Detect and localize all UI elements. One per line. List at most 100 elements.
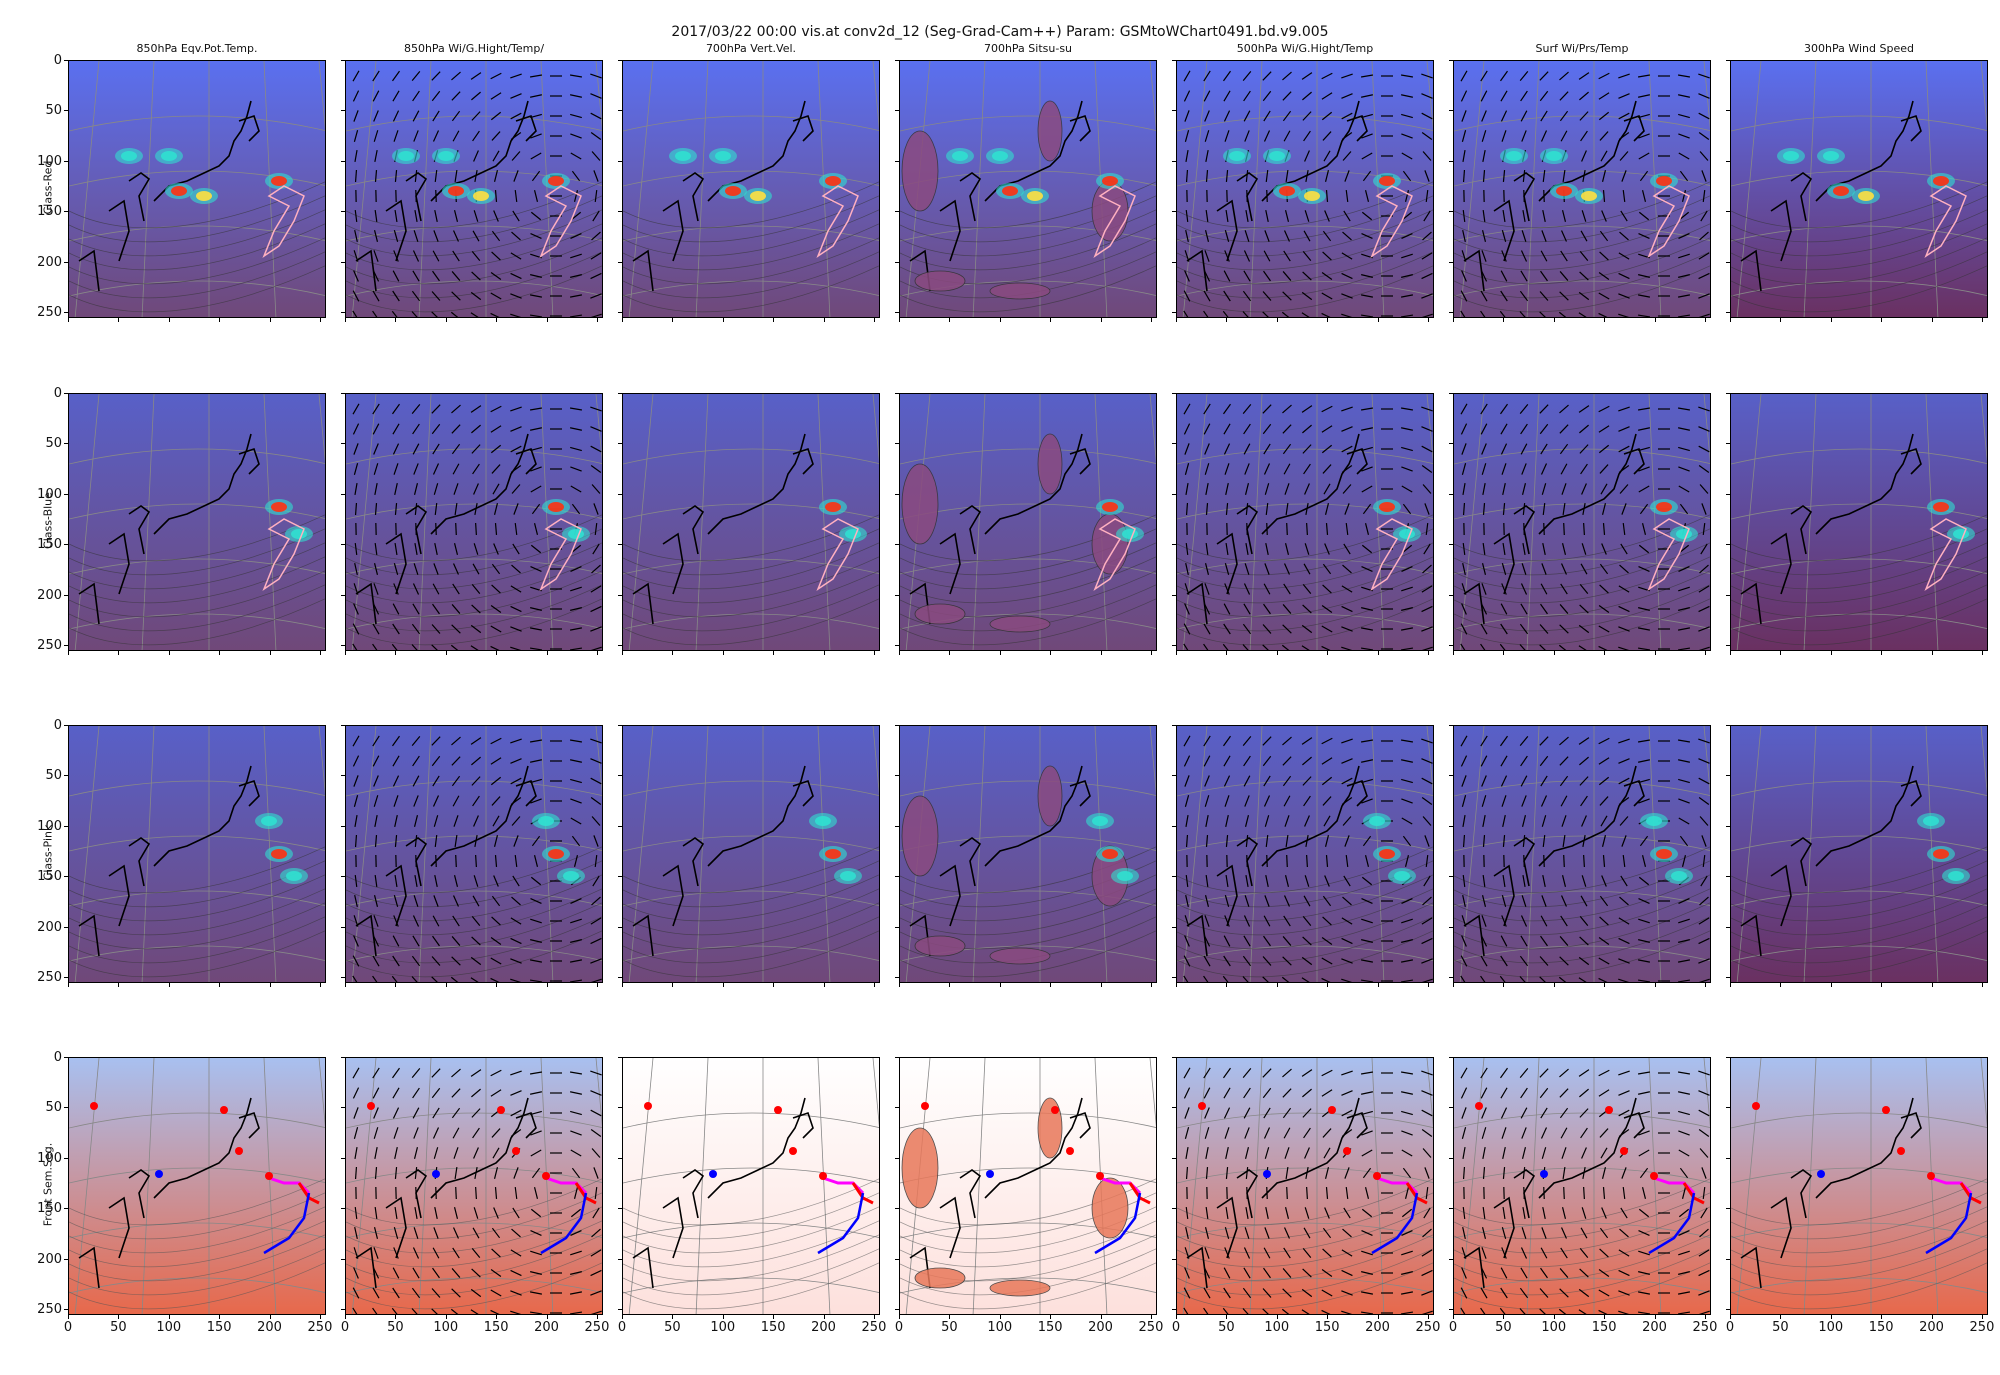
wind-arrow — [1225, 209, 1229, 223]
wind-arrow — [1424, 835, 1430, 847]
wind-arrow — [1559, 1068, 1569, 1078]
wind-arrow — [529, 647, 543, 650]
wind-arrow — [1244, 1147, 1250, 1159]
wind-arrow — [1183, 1307, 1189, 1314]
wind-arrow — [493, 835, 499, 847]
wind-arrow — [1282, 1088, 1292, 1098]
wind-arrow — [1519, 290, 1529, 302]
wind-arrow — [1341, 1269, 1353, 1277]
wind-arrow — [1203, 290, 1211, 302]
wind-arrow — [433, 563, 439, 575]
wind-arrow — [394, 209, 398, 223]
wind-arrow — [474, 502, 478, 516]
wind-arrow — [1500, 1067, 1508, 1079]
map-panel — [899, 1057, 1157, 1315]
latitude-line — [623, 170, 879, 187]
longitude-line — [1803, 726, 1817, 982]
wind-arrow — [510, 958, 522, 964]
wind-arrow — [373, 230, 379, 242]
wind-arrow — [1541, 230, 1547, 242]
wind-arrow — [530, 211, 542, 221]
wind-arrow — [1620, 210, 1628, 222]
wind-arrow — [1581, 483, 1587, 495]
latitude-line — [69, 835, 325, 852]
wind-arrow — [1579, 1088, 1589, 1098]
wind-arrow — [1321, 1089, 1333, 1097]
wind-arrow — [490, 72, 502, 80]
longitude-line — [74, 726, 100, 982]
wind-arrow — [510, 1249, 522, 1257]
wind-arrow — [1599, 1227, 1609, 1239]
wind-arrow — [1286, 522, 1288, 536]
wind-arrow — [1401, 1208, 1413, 1218]
wind-arrow — [1521, 795, 1527, 807]
y-tick-mark — [895, 1258, 899, 1260]
y-tick-mark — [1726, 211, 1730, 213]
wind-arrow — [1362, 835, 1372, 847]
x-tick-label: 200 — [811, 1320, 836, 1335]
x-tick-mark — [1604, 318, 1606, 322]
wind-arrow — [392, 110, 400, 122]
wind-arrow — [1325, 1186, 1329, 1200]
wind-arrow — [471, 424, 481, 434]
wind-arrow — [1284, 815, 1290, 827]
wind-arrow — [392, 735, 400, 747]
contour-line — [623, 1206, 879, 1254]
wind-arrow — [354, 149, 358, 163]
x-tick-mark — [1830, 983, 1832, 987]
coastline — [909, 1097, 1091, 1289]
wind-arrow — [530, 566, 542, 572]
wind-arrow — [591, 564, 601, 574]
map-panel — [345, 60, 603, 318]
wind-arrow — [1223, 403, 1231, 415]
wind-arrow — [529, 1311, 543, 1314]
wind-arrow — [432, 463, 440, 475]
high-pressure-marker — [1475, 1102, 1483, 1110]
wind-arrow — [1282, 604, 1292, 614]
high-pressure-marker — [789, 1147, 797, 1155]
wind-arrow — [1203, 623, 1211, 635]
longitude-line — [1149, 1058, 1156, 1127]
contour-line — [346, 584, 602, 632]
contour-line — [346, 1248, 602, 1296]
wind-arrow — [1183, 643, 1189, 650]
cold-front — [1925, 1192, 1973, 1255]
wind-arrow — [1401, 544, 1413, 554]
contour-line — [1454, 265, 1710, 313]
wind-arrow — [1582, 834, 1586, 848]
wind-arrow — [1520, 443, 1528, 455]
contour-line — [623, 209, 879, 257]
wind-arrow — [1401, 446, 1413, 452]
low-pressure-marker — [709, 1170, 717, 1178]
wind-arrow — [392, 1067, 400, 1079]
y-tick-mark — [1172, 211, 1176, 213]
wind-arrow — [1578, 737, 1590, 745]
y-tick-mark — [895, 493, 899, 495]
wind-arrow — [354, 895, 358, 907]
y-tick-label: 200 — [37, 587, 62, 603]
wind-arrow — [1540, 1127, 1548, 1139]
panel-background — [1454, 1058, 1710, 1314]
wind-arrow — [352, 70, 360, 82]
wind-arrow — [491, 796, 501, 806]
wind-arrow — [1223, 1087, 1231, 1099]
y-tick-mark — [1726, 825, 1730, 827]
y-tick-mark — [341, 1258, 345, 1260]
panel-plot — [1177, 61, 1433, 317]
wind-arrow — [475, 854, 477, 868]
contour-line — [346, 528, 602, 576]
wind-arrow — [1500, 603, 1508, 615]
wind-arrow — [1360, 407, 1374, 411]
panel-background — [1177, 61, 1433, 317]
wind-arrow — [1324, 1207, 1330, 1219]
wind-arrow — [1304, 1207, 1310, 1219]
wind-arrow — [1302, 915, 1312, 927]
wind-arrow — [1461, 1247, 1467, 1259]
latitude-line — [1731, 835, 1987, 852]
cam-hotspot — [1948, 871, 1964, 881]
wind-arrow — [1558, 311, 1567, 317]
wind-arrow — [1561, 543, 1567, 555]
contour-line — [346, 930, 602, 978]
wind-arrow — [1301, 977, 1310, 982]
x-tick-mark — [345, 1315, 346, 1319]
